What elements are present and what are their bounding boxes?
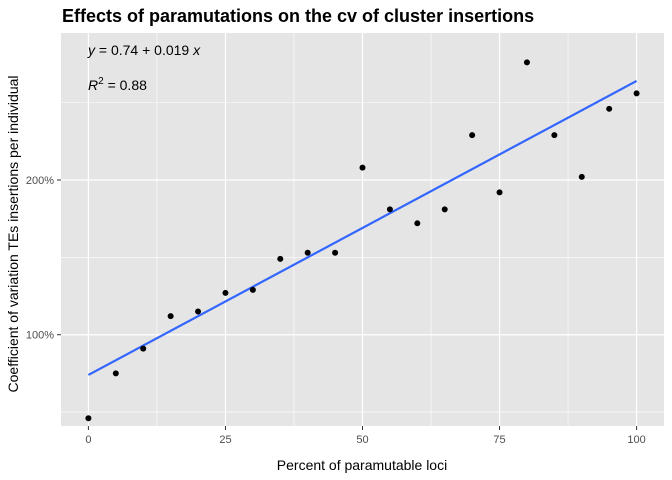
equation-rest: = 0.74 + 0.019 bbox=[95, 42, 193, 58]
data-point bbox=[277, 255, 284, 262]
data-point bbox=[386, 206, 393, 213]
equation-x: x bbox=[192, 42, 201, 58]
x-tick-label: 0 bbox=[85, 434, 91, 446]
chart-title: Effects of paramutations on the cv of cl… bbox=[62, 6, 534, 26]
data-point bbox=[578, 173, 585, 180]
r2-label: R bbox=[88, 77, 98, 93]
grid bbox=[61, 33, 664, 426]
regression-line bbox=[87, 79, 638, 376]
data-point bbox=[112, 370, 119, 377]
data-point bbox=[222, 289, 229, 296]
r-squared-annotation: R2 = 0.88 bbox=[88, 76, 147, 93]
y-tick-label: 200% bbox=[26, 175, 54, 187]
data-point bbox=[496, 189, 503, 196]
data-point bbox=[523, 59, 530, 66]
fit-line bbox=[87, 79, 638, 376]
data-point bbox=[85, 415, 92, 422]
x-tick-label: 25 bbox=[219, 434, 231, 446]
data-points bbox=[85, 59, 640, 422]
equation-y: y bbox=[87, 42, 96, 58]
data-point bbox=[633, 90, 640, 97]
y-axis-title: Coefficient of variation TEs insertions … bbox=[5, 76, 21, 393]
y-axis-ticks: 100% 200% bbox=[26, 175, 61, 342]
data-point bbox=[606, 105, 613, 112]
equation-annotation: y = 0.74 + 0.019 x bbox=[87, 42, 201, 58]
data-point bbox=[359, 164, 366, 171]
r2-value: = 0.88 bbox=[104, 77, 147, 93]
x-tick-label: 100 bbox=[627, 434, 645, 446]
data-point bbox=[551, 132, 558, 139]
data-point bbox=[140, 345, 147, 352]
x-tick-label: 75 bbox=[493, 434, 505, 446]
data-point bbox=[332, 249, 339, 256]
data-point bbox=[195, 308, 202, 315]
data-point bbox=[304, 249, 311, 256]
data-point bbox=[469, 132, 476, 139]
data-point bbox=[414, 220, 421, 227]
data-point bbox=[167, 313, 174, 320]
x-tick-label: 50 bbox=[356, 434, 368, 446]
data-point bbox=[441, 206, 448, 213]
y-tick-label: 100% bbox=[26, 330, 54, 342]
x-axis-title: Percent of paramutable loci bbox=[277, 457, 447, 473]
x-axis-ticks: 0 25 50 75 100 bbox=[85, 426, 646, 446]
data-point bbox=[249, 286, 256, 293]
r2-superscript: 2 bbox=[98, 76, 104, 87]
